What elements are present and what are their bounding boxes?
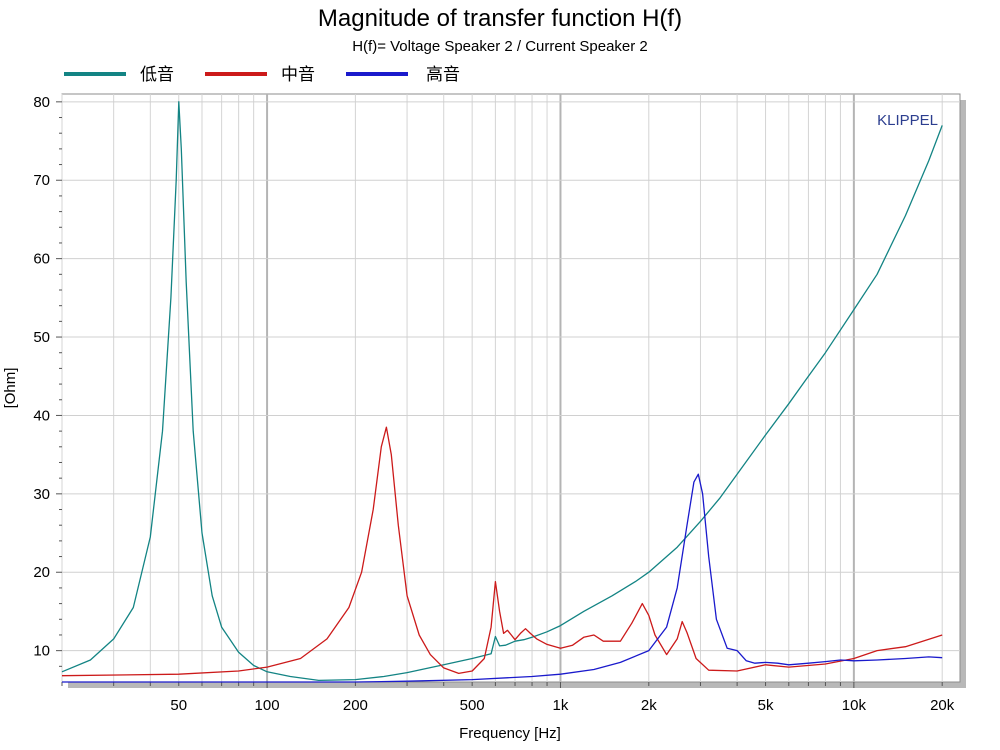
x-tick-label: 50: [170, 697, 187, 714]
y-tick-label: 60: [33, 251, 50, 268]
legend-label-bass: 低音: [140, 65, 174, 84]
chart-title: Magnitude of transfer function H(f): [318, 5, 682, 32]
x-tick-label: 1k: [553, 697, 569, 714]
legend: 低音 中音 高音: [64, 65, 460, 84]
x-tick-label: 5k: [758, 697, 774, 714]
x-axis-label: Frequency [Hz]: [459, 725, 561, 742]
x-tick-label: 500: [460, 697, 485, 714]
series-lines: [61, 101, 943, 683]
klippel-watermark: KLIPPEL: [877, 112, 938, 129]
series-line-mid: [61, 426, 943, 677]
legend-label-treble: 高音: [426, 65, 460, 84]
y-axis: 10 20 30 40 50 60 70 80: [33, 94, 62, 667]
series-line-bass: [61, 101, 943, 682]
plot-area: [61, 93, 961, 683]
series-line-treble: [62, 473, 943, 683]
x-tick-label: 2k: [641, 697, 657, 714]
y-tick-label: 10: [33, 643, 50, 660]
y-tick-label: 80: [33, 94, 50, 111]
x-axis: 50 100 200 500 1k 2k 5k 10k 20k: [61, 682, 955, 714]
legend-label-mid: 中音: [281, 65, 315, 84]
x-tick-label: 200: [343, 697, 368, 714]
x-tick-label: 100: [255, 697, 280, 714]
y-tick-label: 40: [33, 407, 50, 424]
y-tick-label: 70: [33, 172, 50, 189]
y-tick-label: 20: [33, 564, 50, 581]
y-axis-label: [Ohm]: [2, 368, 19, 409]
grid: [61, 94, 960, 682]
x-tick-label: 10k: [842, 697, 867, 714]
x-tick-label: 20k: [930, 697, 955, 714]
chart-subtitle: H(f)= Voltage Speaker 2 / Current Speake…: [352, 38, 648, 55]
y-tick-label: 50: [33, 329, 50, 346]
y-tick-label: 30: [33, 486, 50, 503]
